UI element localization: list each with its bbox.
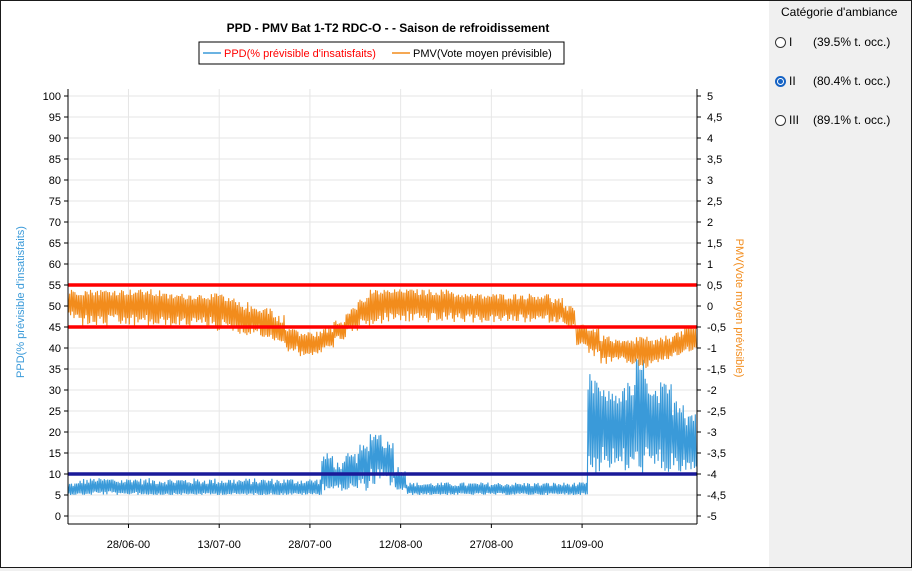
y-right-tick-label: -4 <box>707 469 717 481</box>
y-axis-left-label: PPD(% prévisible d'insatisfaits) <box>15 226 27 378</box>
series-line-right <box>67 289 697 369</box>
option-occupancy: (39.5% t. occ.) <box>813 35 891 49</box>
y-right-tick-label: 1 <box>707 259 713 271</box>
y-left-tick-label: 30 <box>49 385 61 397</box>
y-right-tick-label: 4,5 <box>707 112 722 124</box>
y-right-tick-label: -3 <box>707 427 717 439</box>
y-axis-right-label: PMV(Vote moyen prévisible) <box>733 239 745 378</box>
threshold-lines <box>68 283 697 476</box>
y-left-tick-label: 40 <box>49 343 61 355</box>
y-right-tick-label: 4 <box>707 133 713 145</box>
y-left-tick-label: 70 <box>49 217 61 229</box>
y-right-tick-label: 0 <box>707 301 713 313</box>
y-left-tick-label: 75 <box>49 196 61 208</box>
radio-button[interactable] <box>775 36 786 48</box>
ambiance-option-ii[interactable]: II (80.4% t. occ.) <box>775 72 890 90</box>
tick-labels: 0510152025303540455055606570758085909510… <box>43 91 726 551</box>
legend-box <box>198 41 565 65</box>
legend-pmv-label: PMV(Vote moyen prévisible) <box>413 48 552 60</box>
chart-title: PPD - PMV Bat 1-T2 RDC-O - - Saison de r… <box>227 21 550 35</box>
option-label: III <box>789 113 800 127</box>
y-left-tick-label: 100 <box>43 91 61 103</box>
series-line-left <box>67 358 697 496</box>
y-right-tick-label: 1,5 <box>707 238 722 250</box>
x-tick-label: 11/09-00 <box>561 539 604 551</box>
y-right-tick-label: 0,5 <box>707 280 722 292</box>
y-left-tick-label: 50 <box>49 301 61 313</box>
ambiance-option-i[interactable]: I (39.5% t. occ.) <box>775 33 890 51</box>
series-group <box>67 289 697 496</box>
y-right-tick-label: -2,5 <box>707 406 726 418</box>
y-left-tick-label: 15 <box>49 448 61 460</box>
y-right-tick-label: -2 <box>707 385 717 397</box>
y-right-tick-label: 2,5 <box>707 196 722 208</box>
y-left-tick-label: 35 <box>49 364 61 376</box>
option-occupancy: (80.4% t. occ.) <box>813 74 891 88</box>
y-right-tick-label: 3,5 <box>707 154 722 166</box>
y-left-tick-label: 80 <box>49 175 61 187</box>
y-right-tick-label: -1 <box>707 343 717 355</box>
chart-panel: PPD - PMV Bat 1-T2 RDC-O - - Saison de r… <box>2 2 768 566</box>
legend: PPD(% prévisible d'insatisfaits) PMV(Vot… <box>198 41 565 65</box>
y-left-tick-label: 95 <box>49 112 61 124</box>
y-left-tick-label: 25 <box>49 406 61 418</box>
y-left-tick-label: 5 <box>55 490 61 502</box>
y-left-tick-label: 20 <box>49 427 61 439</box>
legend-ppd-label: PPD(% prévisible d'insatisfaits) <box>224 48 376 60</box>
y-left-tick-label: 55 <box>49 280 61 292</box>
ambiance-option-iii[interactable]: III (89.1% t. occ.) <box>775 111 890 129</box>
y-left-tick-label: 0 <box>55 511 61 523</box>
y-right-tick-label: 5 <box>707 91 713 103</box>
y-left-tick-label: 65 <box>49 238 61 250</box>
x-tick-label: 27/08-00 <box>470 539 513 551</box>
x-tick-label: 12/08-00 <box>379 539 422 551</box>
option-label: II <box>789 74 796 88</box>
ambiance-category-panel: Catégorie d'ambiance I (39.5% t. occ.) II (… <box>769 1 911 567</box>
option-label: I <box>789 35 793 49</box>
y-left-tick-label: 45 <box>49 322 61 334</box>
y-right-tick-label: 3 <box>707 175 713 187</box>
y-right-tick-label: -3,5 <box>707 448 726 460</box>
panel-title: Catégorie d'ambiance <box>781 5 898 19</box>
x-tick-label: 28/07-00 <box>288 539 331 551</box>
option-occupancy: (89.1% t. occ.) <box>813 113 891 127</box>
ppd-pmv-chart: PPD - PMV Bat 1-T2 RDC-O - - Saison de r… <box>15 21 745 551</box>
y-left-tick-label: 85 <box>49 154 61 166</box>
x-tick-label: 13/07-00 <box>197 539 240 551</box>
y-left-tick-label: 60 <box>49 259 61 271</box>
radio-button[interactable] <box>775 114 786 126</box>
radio-button[interactable] <box>775 75 786 87</box>
y-right-tick-label: 2 <box>707 217 713 229</box>
y-right-tick-label: -0,5 <box>707 322 726 334</box>
y-right-tick-label: -1,5 <box>707 364 726 376</box>
y-right-tick-label: -5 <box>707 511 717 523</box>
y-left-tick-label: 10 <box>49 469 61 481</box>
y-right-tick-label: -4,5 <box>707 490 726 502</box>
y-left-tick-label: 90 <box>49 133 61 145</box>
x-tick-label: 28/06-00 <box>107 539 150 551</box>
